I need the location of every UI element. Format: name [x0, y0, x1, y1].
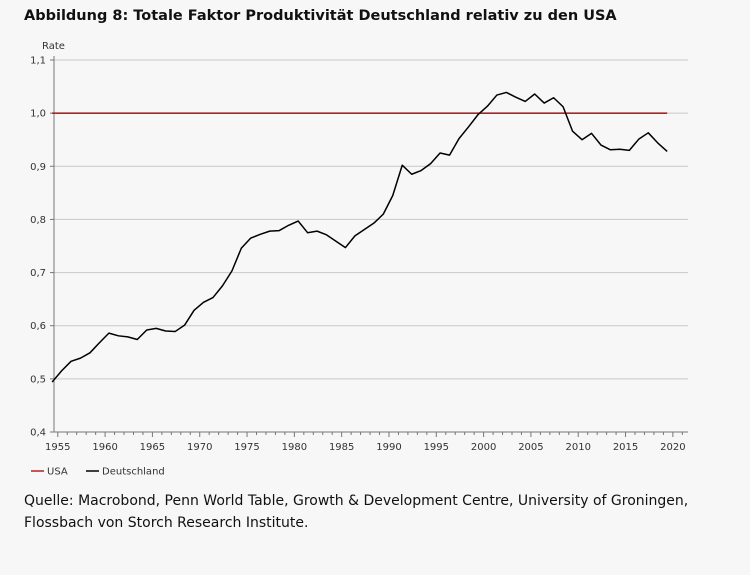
y-tick-label: 0,5 — [30, 374, 46, 385]
x-tick-label: 1975 — [234, 442, 259, 453]
x-tick-label: 1995 — [424, 442, 449, 453]
x-tick-label: 1990 — [376, 442, 401, 453]
x-tick-label: 2010 — [566, 442, 591, 453]
series-layer — [51, 91, 668, 383]
x-tick-label: 1955 — [45, 442, 70, 453]
chart-title: Abbildung 8: Totale Faktor Produktivität… — [24, 8, 617, 24]
source-note: Quelle: Macrobond, Penn World Table, Gro… — [24, 493, 689, 531]
legend-label-usa: USA — [47, 467, 68, 478]
y-tick-label: 0,7 — [30, 268, 46, 279]
y-tick-label: 1,0 — [30, 109, 46, 120]
x-tick-label: 2015 — [613, 442, 638, 453]
x-tick-label: 1965 — [140, 442, 165, 453]
x-tick-label: 1980 — [282, 442, 307, 453]
legend: USA Deutschland — [31, 467, 165, 478]
x-tick-label: 1970 — [187, 442, 212, 453]
x-tick-label: 2020 — [660, 442, 685, 453]
y-axis-label: Rate — [42, 41, 65, 52]
y-tick-label: 1,1 — [30, 56, 46, 67]
legend-label-deutschland: Deutschland — [102, 467, 165, 478]
series-line-deutschland — [51, 91, 668, 383]
x-tick-label: 2005 — [518, 442, 543, 453]
x-tick-label: 1960 — [92, 442, 117, 453]
axes: 0,4 0,5 0,6 0,7 0,8 0,9 1,0 1,1 Rate 1955 1960 1965… — [30, 41, 688, 453]
x-tick-label: 1985 — [329, 442, 354, 453]
y-tick-label: 0,8 — [30, 215, 46, 226]
y-tick-label: 0,6 — [30, 321, 46, 332]
y-tick-label: 0,9 — [30, 162, 46, 173]
y-tick-label: 0,4 — [30, 428, 46, 439]
x-tick-label: 2000 — [471, 442, 496, 453]
grid — [54, 59, 688, 433]
